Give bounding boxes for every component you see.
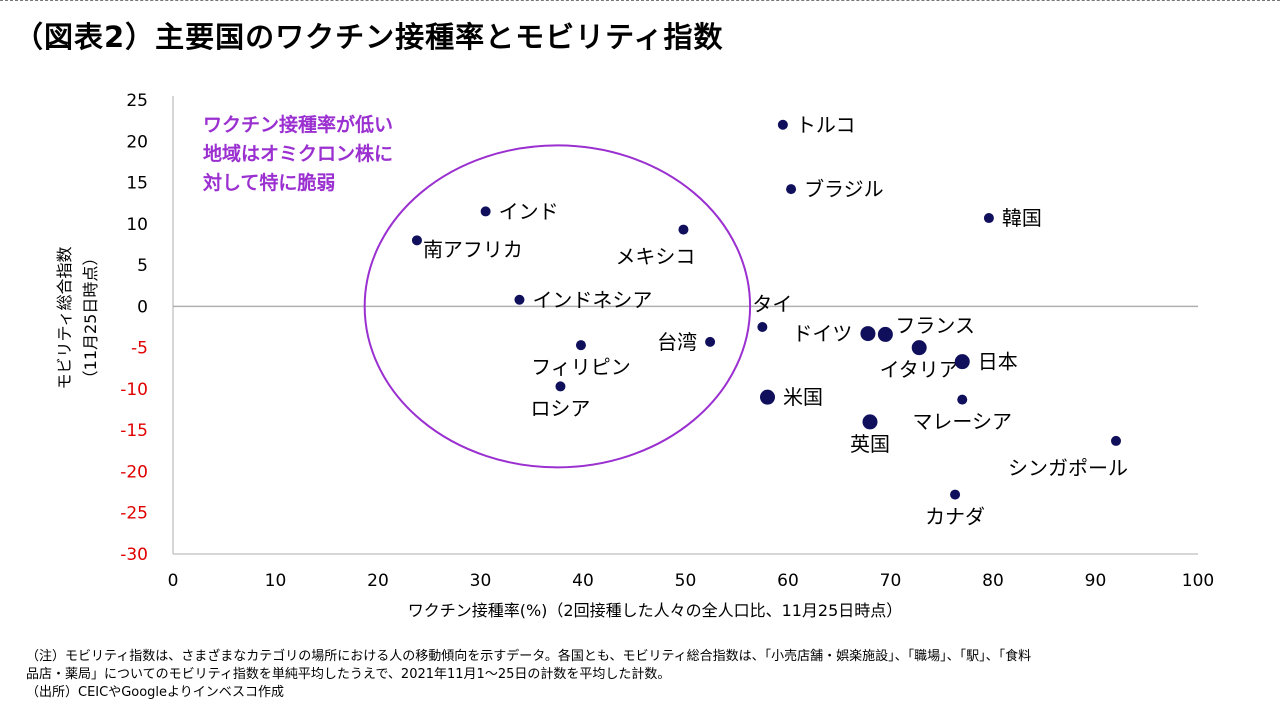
data-point-label: タイ bbox=[752, 292, 792, 316]
data-point bbox=[678, 224, 689, 235]
y-tick-label: -25 bbox=[120, 504, 148, 524]
top-divider bbox=[0, 0, 1280, 1]
y-tick-label: 20 bbox=[126, 132, 148, 152]
data-point-label: フランス bbox=[895, 313, 975, 337]
data-point-label: カナダ bbox=[925, 505, 985, 529]
annotation-text-line: 地域はオミクロン株に bbox=[203, 142, 393, 165]
annotation-text-line: ワクチン接種率が低い bbox=[203, 113, 393, 136]
y-tick-label: 0 bbox=[137, 297, 148, 317]
data-point bbox=[786, 184, 797, 195]
data-point bbox=[862, 414, 878, 430]
data-point-label: 南アフリカ bbox=[423, 237, 523, 261]
annotation-text-line: 対して特に脆弱 bbox=[202, 171, 335, 194]
y-tick-label: 10 bbox=[126, 215, 148, 235]
page-title: （図表2）主要国のワクチン接種率とモビリティ指数 bbox=[14, 20, 724, 54]
data-point-label: ロシア bbox=[530, 396, 590, 420]
data-point bbox=[514, 294, 525, 305]
data-point-label: 日本 bbox=[978, 350, 1018, 374]
data-point-label: インドネシア bbox=[532, 288, 652, 312]
data-point bbox=[954, 354, 970, 370]
data-point-label: フィリピン bbox=[531, 355, 631, 379]
data-point bbox=[705, 336, 716, 347]
annotation-ellipse bbox=[363, 144, 752, 469]
data-point-label: ブラジル bbox=[804, 177, 884, 201]
y-tick-label: -20 bbox=[120, 462, 148, 482]
y-tick-label: -30 bbox=[120, 545, 148, 565]
y-tick-label: -5 bbox=[131, 339, 148, 359]
x-tick-label: 70 bbox=[880, 571, 902, 591]
data-point-label: シンガポール bbox=[1008, 456, 1128, 480]
x-tick-label: 30 bbox=[470, 571, 492, 591]
data-point bbox=[983, 213, 994, 224]
data-point-label: 英国 bbox=[850, 432, 890, 456]
data-point bbox=[1111, 435, 1121, 446]
x-tick-label: 100 bbox=[1182, 571, 1214, 591]
data-point bbox=[757, 322, 768, 332]
data-point bbox=[950, 489, 961, 500]
data-point bbox=[911, 340, 927, 356]
data-point bbox=[575, 340, 586, 351]
x-tick-label: 0 bbox=[168, 571, 179, 591]
data-point bbox=[777, 119, 788, 130]
y-tick-label: 5 bbox=[137, 256, 148, 276]
x-tick-label: 40 bbox=[572, 571, 594, 591]
x-tick-label: 80 bbox=[982, 571, 1004, 591]
x-tick-label: 90 bbox=[1085, 571, 1107, 591]
data-point bbox=[555, 381, 566, 392]
data-point-label: 韓国 bbox=[1002, 206, 1042, 230]
data-point-label: 台湾 bbox=[657, 330, 697, 354]
data-point-label: インド bbox=[499, 199, 559, 223]
note-line-2: 品店・薬局」についてのモビリティ指数を単純平均したうえで、2021年11月1～2… bbox=[26, 667, 671, 682]
y-tick-label: -10 bbox=[120, 380, 148, 400]
data-point-label: トルコ bbox=[796, 113, 856, 137]
y-axis-title-line-1: モビリティ総合指数 bbox=[55, 246, 74, 389]
data-point bbox=[877, 326, 893, 342]
data-point bbox=[760, 389, 775, 405]
data-point bbox=[957, 394, 968, 405]
note-line-1: （注）モビリティ指数は、さまざまなカテゴリの場所における人の移動傾向を示すデータ… bbox=[26, 649, 1032, 664]
data-point bbox=[860, 326, 876, 342]
x-tick-label: 10 bbox=[265, 571, 287, 591]
data-point-label: マレーシア bbox=[912, 410, 1012, 434]
x-tick-label: 50 bbox=[675, 571, 697, 591]
data-point-label: イタリア bbox=[880, 358, 959, 382]
y-tick-label: 15 bbox=[126, 174, 148, 194]
y-tick-label: -15 bbox=[120, 421, 148, 441]
x-tick-label: 20 bbox=[367, 571, 389, 591]
y-tick-label: 25 bbox=[126, 91, 148, 111]
x-tick-label: 60 bbox=[777, 571, 799, 591]
data-point bbox=[480, 206, 491, 217]
x-axis-title: ワクチン接種率(%)（2回接種した人々の全人口比、11月25日時点） bbox=[408, 601, 903, 620]
data-point-label: メキシコ bbox=[615, 245, 695, 269]
y-axis-title-line-2: （11月25日時点） bbox=[81, 250, 100, 387]
data-point-label: ドイツ bbox=[792, 322, 852, 346]
data-point bbox=[411, 235, 422, 246]
data-point-label: 米国 bbox=[783, 385, 823, 409]
source-line: （出所）CEICやGoogleよりインベスコ作成 bbox=[26, 685, 285, 700]
